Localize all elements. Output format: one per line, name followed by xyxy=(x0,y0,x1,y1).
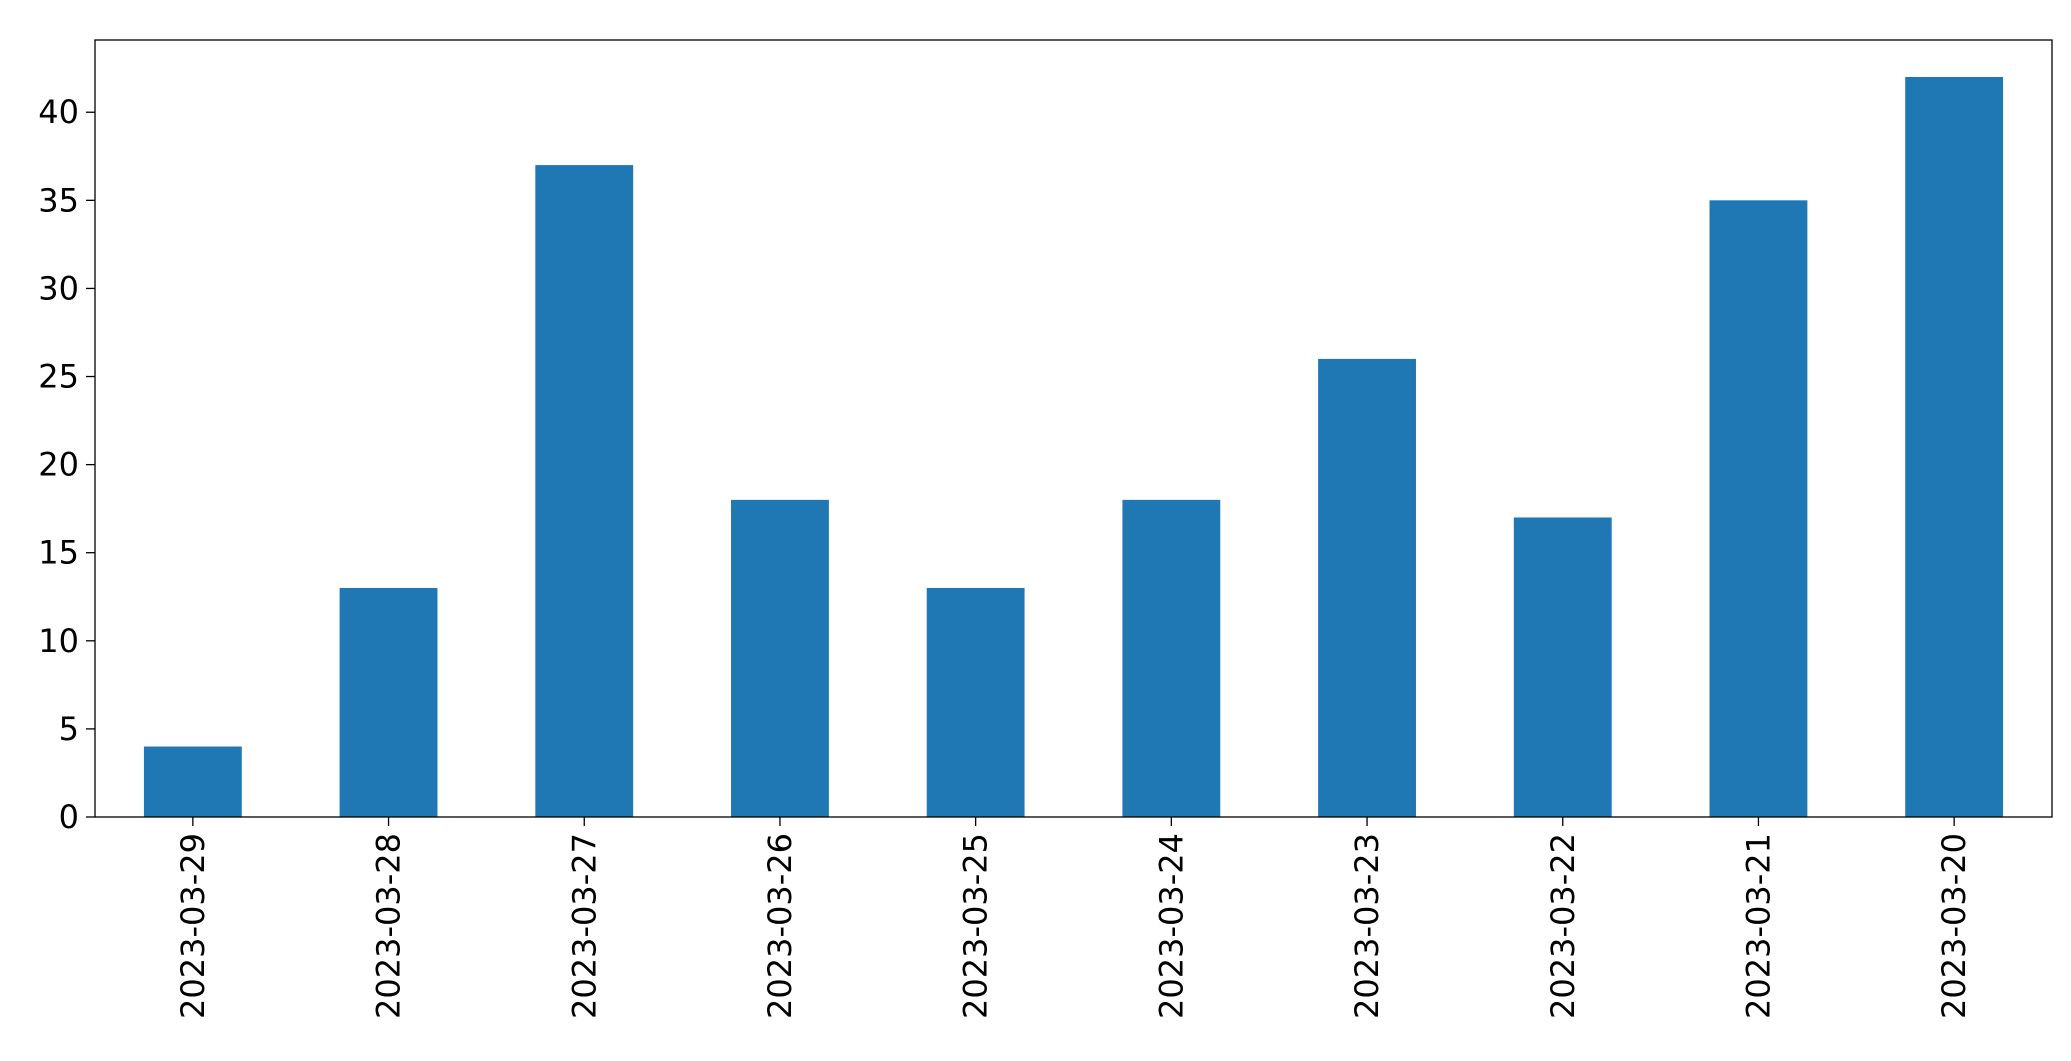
y-tick-label: 5 xyxy=(59,710,79,748)
x-tick-label: 2023-03-20 xyxy=(1935,833,1973,1019)
x-tick-label: 2023-03-24 xyxy=(1152,833,1190,1019)
y-tick-label: 0 xyxy=(59,798,79,836)
bar xyxy=(926,587,1025,817)
y-tick-label: 10 xyxy=(38,622,79,660)
bar xyxy=(731,499,829,817)
x-tick-label: 2023-03-27 xyxy=(565,833,603,1019)
bar xyxy=(143,746,242,817)
x-tick-label: 2023-03-29 xyxy=(174,833,212,1019)
y-tick-label: 20 xyxy=(38,446,79,484)
x-tick-label: 2023-03-22 xyxy=(1544,833,1582,1019)
x-tick-label: 2023-03-21 xyxy=(1739,833,1777,1019)
y-tick-label: 25 xyxy=(38,358,79,396)
bar xyxy=(1709,200,1808,818)
plot-frame xyxy=(94,39,2053,818)
x-tick-label: 2023-03-28 xyxy=(370,833,408,1019)
bar xyxy=(1122,499,1221,817)
x-tick-label: 2023-03-26 xyxy=(761,833,799,1019)
bar xyxy=(1318,358,1416,817)
bar xyxy=(1905,77,2004,817)
y-tick-label: 40 xyxy=(38,93,79,131)
y-tick-label: 35 xyxy=(38,181,79,219)
bar xyxy=(1513,517,1612,817)
x-tick-label: 2023-03-23 xyxy=(1348,833,1386,1019)
bar xyxy=(535,165,634,818)
x-tick-label: 2023-03-25 xyxy=(957,833,995,1019)
y-tick-label: 30 xyxy=(38,269,79,307)
y-tick-label: 15 xyxy=(38,534,79,572)
bar xyxy=(339,587,438,817)
